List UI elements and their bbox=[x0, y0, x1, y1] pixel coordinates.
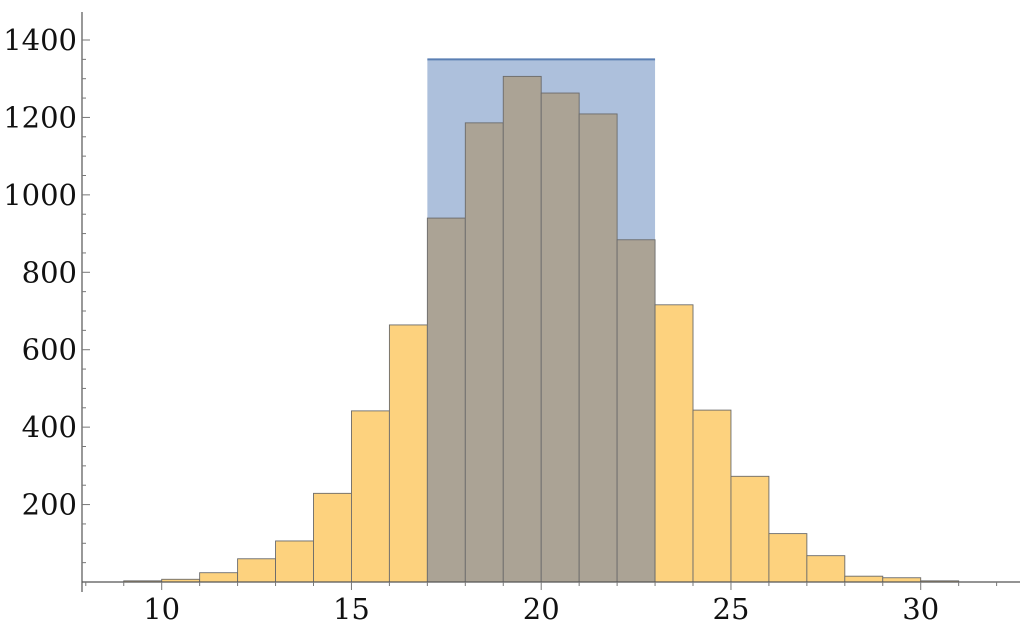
y-tick-label: 1400 bbox=[3, 23, 77, 57]
histogram-bar bbox=[351, 410, 390, 583]
y-tick-label: 1000 bbox=[3, 178, 77, 212]
histogram-bar bbox=[464, 122, 504, 583]
histogram-bar bbox=[426, 217, 466, 583]
histogram-bar bbox=[540, 92, 580, 583]
y-tick-label: 200 bbox=[22, 488, 77, 522]
bars-layer bbox=[123, 75, 960, 583]
histogram-bar bbox=[275, 540, 314, 583]
x-tick-label: 10 bbox=[143, 592, 180, 626]
histogram-bar bbox=[692, 409, 732, 583]
histogram-bar bbox=[806, 555, 846, 583]
x-tick-label: 15 bbox=[333, 592, 370, 626]
histogram-bar bbox=[313, 492, 352, 583]
histogram-bar bbox=[502, 75, 542, 583]
x-tick-label: 20 bbox=[523, 592, 560, 626]
histogram-bar bbox=[768, 533, 808, 583]
histogram-bar bbox=[199, 572, 239, 583]
x-tick-label: 25 bbox=[713, 592, 750, 626]
x-tick-label: 30 bbox=[902, 592, 939, 626]
histogram-bar bbox=[616, 239, 656, 583]
y-tick-label: 1200 bbox=[3, 100, 77, 134]
histogram-bar bbox=[882, 577, 922, 583]
histogram-bar bbox=[237, 558, 276, 583]
histogram-bar bbox=[730, 475, 770, 583]
tick-labels-layer: 10 15 20 25 30 200 400 600 800 1000 1200 1400 bbox=[3, 23, 939, 626]
y-tick-label: 400 bbox=[22, 410, 77, 444]
y-tick-label: 800 bbox=[22, 255, 77, 289]
histogram-bar bbox=[844, 575, 884, 583]
y-tick-label: 600 bbox=[22, 333, 77, 367]
histogram-bar bbox=[578, 113, 618, 583]
axes-layer bbox=[81, 12, 1020, 592]
histogram-bar bbox=[388, 324, 428, 583]
histogram-bar bbox=[654, 304, 694, 583]
